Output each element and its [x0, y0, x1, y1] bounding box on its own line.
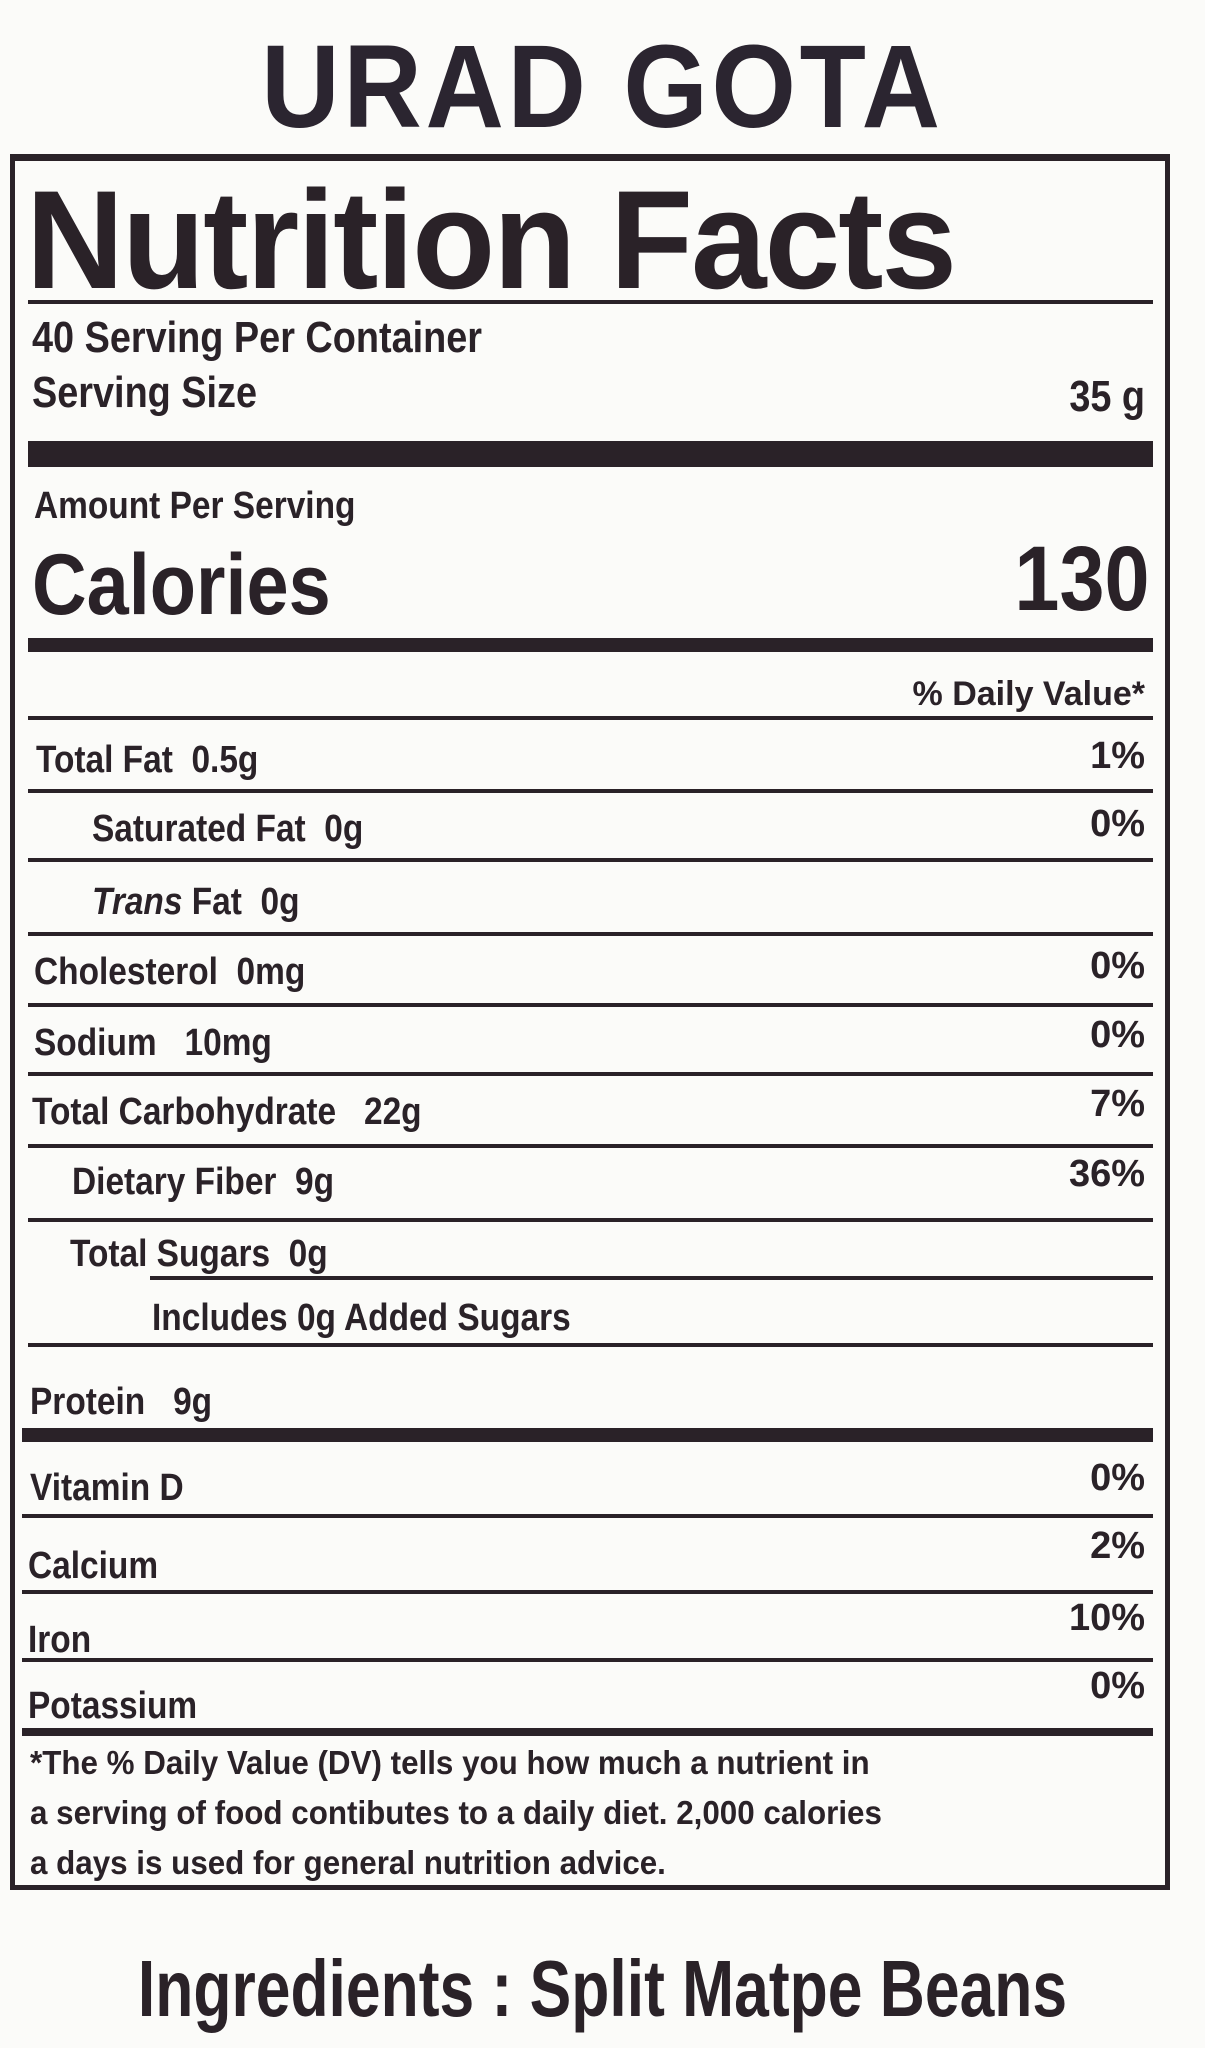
vitamin-dv: 2% [1090, 1525, 1145, 1567]
thick-divider [28, 441, 1153, 467]
vitamin-dv: 10% [1068, 1597, 1145, 1639]
servings-per-container: 40 Serving Per Container [32, 313, 483, 362]
divider [28, 789, 1153, 793]
nutrient-name: Total Carbohydrate [32, 1091, 337, 1133]
vitamin-name: Calcium [28, 1545, 159, 1587]
nutrient-name: Fat [191, 881, 242, 923]
panel-heading: Nutrition Facts [26, 161, 957, 318]
divider [22, 1514, 1153, 1518]
nutrient-amount: 22g [363, 1091, 422, 1133]
nutrition-facts-panel [10, 154, 1170, 1890]
nutrient-amount: 0g [288, 1233, 328, 1275]
divider [150, 1276, 1153, 1280]
divider [22, 1728, 1153, 1736]
vitamin-dv: 0% [1090, 1665, 1145, 1707]
nutrient-dv: 1% [1090, 735, 1145, 777]
divider [28, 1144, 1153, 1148]
divider [28, 1003, 1153, 1007]
serving-size-label: Serving Size [32, 368, 258, 417]
amount-per-serving: Amount Per Serving [34, 485, 356, 527]
vitamin-name: Iron [28, 1619, 92, 1661]
calories-label: Calories [32, 537, 331, 633]
nutrient-amount: 9g [173, 1381, 213, 1423]
vitamin-name: Potassium [28, 1685, 198, 1727]
product-name: URAD GOTA [261, 21, 944, 153]
nutrient-name-italic: Trans [92, 881, 183, 923]
nutrient-name: Cholesterol [34, 951, 218, 993]
nutrient-dv: 0% [1090, 945, 1145, 987]
nutrient-dv: 7% [1090, 1083, 1145, 1125]
calories-value: 130 [1013, 528, 1149, 630]
nutrient-amount: 0g [324, 808, 364, 850]
footnote-line: a serving of food contibutes to a daily … [30, 1794, 882, 1831]
divider [28, 1218, 1153, 1222]
nutrient-name: Saturated Fat [92, 808, 306, 850]
nutrient-dv: 0% [1090, 1014, 1145, 1056]
medium-divider [22, 1428, 1153, 1442]
medium-divider [28, 638, 1153, 652]
nutrient-dv: 0% [1090, 803, 1145, 845]
nutrient-amount: 9g [295, 1161, 335, 1203]
nutrient-name: Total Fat [36, 739, 173, 781]
nutrient-name: Dietary Fiber [72, 1161, 277, 1203]
nutrient-amount: 0g [260, 881, 300, 923]
divider [28, 858, 1153, 862]
nutrient-dv: 36% [1068, 1153, 1145, 1195]
divider [28, 1343, 1153, 1347]
footnote-line: a days is used for general nutrition adv… [30, 1844, 666, 1881]
divider [22, 1658, 1153, 1662]
divider [28, 932, 1153, 936]
vitamin-dv: 0% [1090, 1457, 1145, 1499]
nutrient-amount: 0mg [236, 951, 306, 993]
footnote-line: *The % Daily Value (DV) tells you how mu… [30, 1744, 870, 1781]
nutrient-amount: 10mg [184, 1022, 272, 1064]
divider [28, 716, 1153, 720]
ingredients: Ingredients : Split Matpe Beans [137, 1944, 1068, 2033]
nutrient-name: Includes 0g Added Sugars [152, 1297, 571, 1339]
nutrient-name: Protein [30, 1381, 146, 1423]
nutrient-amount: 0.5g [191, 739, 259, 781]
nutrient-name: Sodium [34, 1022, 157, 1064]
nutrient-name: Total Sugars [70, 1233, 271, 1275]
divider [28, 300, 1153, 304]
vitamin-name: Vitamin D [30, 1467, 184, 1509]
divider [22, 1590, 1153, 1594]
divider [28, 1072, 1153, 1076]
serving-size-value: 35 g [1069, 372, 1145, 421]
daily-value-header: % Daily Value* [912, 675, 1145, 713]
